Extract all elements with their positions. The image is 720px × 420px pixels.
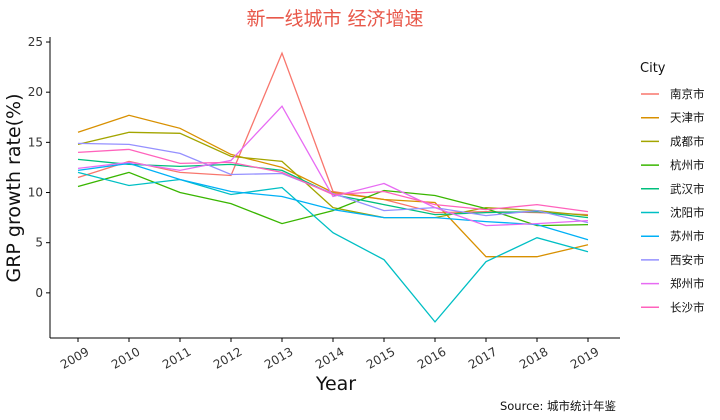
x-tick-label: 2011 — [160, 344, 193, 371]
x-axis-ticks: 2009 2010 2011 2012 2013 2014 2015 2016 2017 2018… — [58, 338, 602, 372]
legend-label: 郑州市 — [670, 277, 705, 291]
x-tick-label: 2015 — [364, 344, 397, 371]
x-tick-label: 2014 — [313, 344, 346, 371]
x-axis-title: Year — [315, 373, 356, 395]
legend-title: City — [640, 61, 666, 76]
y-tick-label: 20 — [28, 85, 43, 99]
y-tick-label: 5 — [35, 236, 43, 250]
series-line — [77, 105, 589, 227]
y-tick-label: 15 — [28, 135, 43, 149]
y-tick-label: 25 — [28, 35, 43, 49]
series-line — [77, 142, 589, 224]
series-line — [77, 171, 589, 323]
legend-label: 长沙市 — [670, 300, 705, 314]
legend-label: 成都市 — [670, 134, 705, 148]
y-tick-label: 0 — [35, 286, 43, 300]
chart-title: 新一线城市 经济增速 — [246, 8, 423, 30]
x-tick-label: 2013 — [262, 344, 295, 371]
y-tick-label: 10 — [28, 186, 43, 200]
series-line — [77, 51, 589, 216]
x-tick-label: 2012 — [211, 344, 244, 371]
series-line — [77, 148, 589, 213]
series-line — [77, 162, 589, 241]
source-note: Source: 城市统计年鉴 — [500, 399, 617, 413]
y-axis-ticks: 0 5 10 15 20 25 — [28, 35, 50, 300]
x-tick-label: 2010 — [109, 344, 142, 371]
legend-label: 天津市 — [670, 111, 705, 125]
legend-label: 西安市 — [670, 253, 705, 267]
legend-label: 南京市 — [670, 87, 705, 101]
x-tick-label: 2017 — [466, 344, 499, 371]
y-axis-title: GRP growth rate(%) — [3, 93, 25, 282]
x-tick-label: 2016 — [415, 344, 448, 371]
legend-label: 杭州市 — [670, 158, 705, 172]
series-line — [77, 131, 589, 219]
x-tick-label: 2019 — [568, 344, 601, 371]
series-line — [77, 114, 589, 258]
x-tick-label: 2018 — [517, 344, 550, 371]
x-tick-label: 2009 — [58, 344, 91, 371]
series-line — [77, 171, 589, 227]
legend-label: 武汉市 — [670, 182, 705, 196]
plot-area — [77, 51, 589, 323]
legend-label: 沈阳市 — [670, 206, 705, 220]
legend-label: 苏州市 — [670, 229, 705, 243]
